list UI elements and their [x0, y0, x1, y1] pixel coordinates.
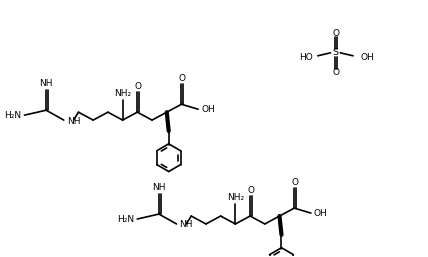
Text: OH: OH: [314, 209, 327, 218]
Text: NH: NH: [67, 117, 80, 126]
Text: OH: OH: [201, 105, 215, 114]
Text: NH: NH: [152, 183, 166, 192]
Text: NH: NH: [39, 79, 53, 88]
Text: NH₂: NH₂: [114, 89, 131, 98]
Text: O: O: [292, 178, 299, 187]
Text: S: S: [333, 48, 339, 57]
Text: NH₂: NH₂: [227, 193, 244, 202]
Text: OH: OH: [361, 53, 374, 62]
Text: NH: NH: [179, 221, 193, 230]
Text: O: O: [179, 74, 186, 83]
Text: H₂N: H₂N: [117, 215, 134, 224]
Text: HO: HO: [299, 53, 313, 62]
Text: O: O: [333, 29, 340, 38]
Text: O: O: [247, 186, 255, 195]
Text: O: O: [135, 82, 142, 91]
Text: H₂N: H₂N: [4, 111, 21, 120]
Text: O: O: [333, 68, 340, 77]
